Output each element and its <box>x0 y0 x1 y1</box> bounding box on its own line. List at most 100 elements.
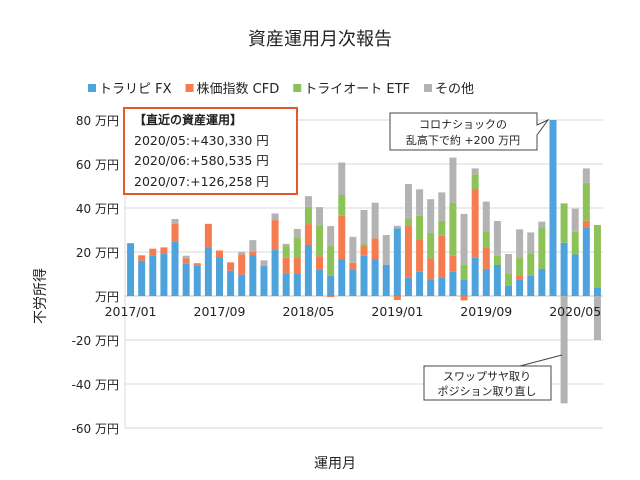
corona-line: コロナショックの <box>419 118 507 131</box>
bar-segment <box>327 275 335 296</box>
bar-segment <box>593 296 601 340</box>
bar-segment <box>293 274 301 296</box>
legend-swatch <box>185 84 194 92</box>
bar-segment <box>582 227 590 296</box>
x-tick-label: 2020/05 <box>549 304 601 319</box>
y-tick-label: -60 万円 <box>72 422 119 436</box>
swap-callout: スワップサヤ取り ポジション取り直し <box>423 354 563 401</box>
bar-segment <box>516 257 524 276</box>
bar-segment <box>182 263 190 296</box>
bar-segment <box>482 231 490 248</box>
bar-segment <box>204 223 212 248</box>
legend-label: その他 <box>435 82 474 97</box>
bar-segment <box>527 232 535 254</box>
bar-segment <box>204 247 212 296</box>
bar-segment <box>138 260 146 296</box>
bar-segment <box>349 269 357 296</box>
bar-segment <box>149 255 157 296</box>
bar-segment <box>449 157 457 203</box>
corona-line: 乱高下で約 +200 万円 <box>406 133 520 147</box>
legend-swatch <box>293 84 302 92</box>
bar-segment <box>449 271 457 296</box>
bar-segment <box>505 285 513 296</box>
x-axis-label: 運用月 <box>314 456 356 472</box>
bar-segment <box>416 239 424 272</box>
swap-line: ポジション取り直し <box>438 384 537 398</box>
bar-segment <box>427 279 435 296</box>
bar-segment <box>427 199 435 233</box>
bar-segment <box>449 202 457 256</box>
bar-segment <box>393 228 401 296</box>
bar-segment <box>171 224 179 242</box>
bar-segment <box>393 296 401 300</box>
bar-segment <box>460 296 468 301</box>
bar-segment <box>293 228 301 238</box>
bar-segment <box>238 251 246 255</box>
bar-segment <box>338 195 346 216</box>
bar-segment <box>304 206 312 225</box>
bar-segment <box>360 246 368 256</box>
bar-segment <box>327 226 335 247</box>
bar-segment <box>160 247 168 254</box>
bar-segment <box>382 264 390 296</box>
bar-segment <box>304 224 312 245</box>
bar-segment <box>471 189 479 258</box>
bar-segment <box>560 203 568 243</box>
y-tick-label: 80 万円 <box>76 114 119 128</box>
bar-segment <box>360 209 368 245</box>
bar-segment <box>416 271 424 296</box>
bar-segment <box>516 229 524 258</box>
bar-segment <box>260 266 268 296</box>
bar-segment <box>471 257 479 296</box>
bar-segment <box>427 232 435 259</box>
bar-segment <box>316 256 324 270</box>
bar-segment <box>127 243 135 296</box>
bar-segment <box>293 237 301 258</box>
bar-segment <box>238 274 246 296</box>
bar-segment <box>404 277 412 296</box>
bar-segment <box>493 255 501 265</box>
bar-segment <box>249 255 257 296</box>
bar-segment <box>349 236 357 263</box>
bar-segment <box>571 208 579 232</box>
bar-segment <box>393 225 401 229</box>
bar-segment <box>193 263 201 266</box>
bar-segment <box>193 265 201 296</box>
y-tick-label: 20 万円 <box>76 246 119 260</box>
y-tick-label: -20 万円 <box>72 334 119 348</box>
x-tick-label: 2019/01 <box>371 304 423 319</box>
legend-swatch <box>88 84 96 92</box>
bar-segment <box>538 227 546 269</box>
bar-segment <box>338 259 346 296</box>
bar-segment <box>416 215 424 240</box>
bar-segment <box>138 255 146 261</box>
bar-segment <box>516 275 524 280</box>
bar-segment <box>371 259 379 296</box>
bar-segment <box>438 192 446 221</box>
bar-segment <box>182 258 190 264</box>
bar-segment <box>249 251 257 256</box>
bar-segment <box>360 255 368 296</box>
bar-segment <box>160 253 168 296</box>
bar-segment <box>227 270 235 296</box>
y-tick-label: 万円 <box>95 290 119 304</box>
summary-title: 【直近の資産運用】 <box>134 112 242 127</box>
bar-segment <box>482 201 490 232</box>
bar-segment <box>215 257 223 296</box>
bar-segment <box>304 196 312 207</box>
bar-segment <box>549 120 557 296</box>
bar-segment <box>327 296 335 298</box>
bar-segment <box>460 213 468 265</box>
bar-segment <box>505 253 513 274</box>
bar-segment <box>493 264 501 296</box>
bar-segment <box>182 255 190 259</box>
bar-segment <box>304 244 312 296</box>
bar-segment <box>538 268 546 296</box>
bar-segment <box>482 247 490 269</box>
bar-segment <box>582 182 590 221</box>
bar-segment <box>493 220 501 256</box>
bar-segment <box>249 240 257 252</box>
y-tick-label: 40 万円 <box>76 202 119 216</box>
